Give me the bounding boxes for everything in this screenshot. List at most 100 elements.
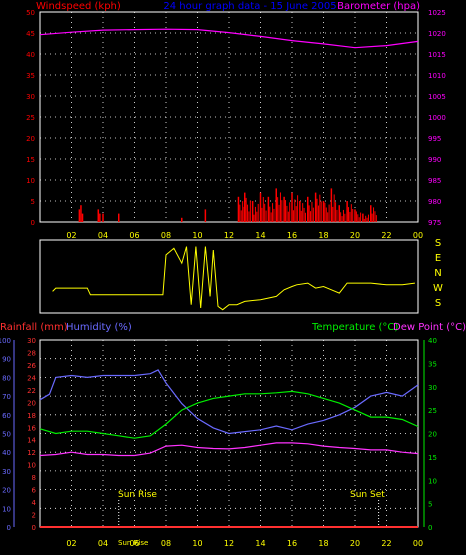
wind-tick-label: 15 [26, 156, 35, 164]
direction-tick-label: W [433, 283, 443, 294]
hour-tick-label: 20 [350, 231, 360, 240]
wind-tick-label: 40 [26, 51, 35, 59]
rainfall-tick-label: 6 [32, 487, 37, 495]
chart-marks: 0510152025303540455097598098599099510001… [0, 9, 446, 548]
barometer-tick-label: 990 [428, 156, 441, 164]
barometer-tick-label: 1020 [428, 30, 446, 38]
humidity-tick-label: 30 [2, 468, 11, 476]
rainfall-tick-label: 12 [27, 449, 36, 457]
humidity-tick-label: 40 [2, 449, 11, 457]
rainfall-tick-label: 22 [27, 387, 36, 395]
wind-tick-label: 5 [31, 198, 35, 206]
temperature-tick-label: 25 [428, 407, 437, 415]
hour-tick-label: 02 [66, 231, 76, 240]
wind-direction-frame [39, 239, 419, 314]
wind-tick-label: 0 [31, 219, 35, 227]
dewpoint-line [39, 442, 419, 457]
hour-tick-label: 22 [381, 539, 391, 548]
barometer-tick-label: 985 [428, 177, 441, 185]
rainfall-tick-label: 4 [32, 499, 37, 507]
barometer-tick-label: 1015 [428, 51, 446, 59]
direction-tick-label: S [435, 238, 441, 249]
hour-tick-label: 14 [255, 231, 265, 240]
humidity-tick-label: 70 [2, 393, 11, 401]
hour-tick-label: 16 [287, 539, 297, 548]
humidity-tick-label: 50 [2, 431, 11, 439]
hour-tick-label: 18 [318, 539, 328, 548]
humidity-tick-label: 100 [0, 337, 11, 345]
hour-tick-label: 18 [318, 231, 328, 240]
wind-direction-line [52, 246, 415, 311]
hour-tick-label: 10 [192, 231, 202, 240]
humidity-tick-label: 80 [2, 374, 11, 382]
temperature-tick-label: 5 [428, 501, 432, 509]
barometer-tick-label: 1010 [428, 72, 446, 80]
hour-tick-label: 20 [350, 539, 360, 548]
barometer-tick-label: 1000 [428, 114, 446, 122]
temperature-tick-label: 35 [428, 360, 437, 368]
wind-tick-label: 45 [26, 30, 35, 38]
humidity-axis-label: Humidity (%) [66, 322, 132, 333]
hour-tick-label: 00 [413, 539, 423, 548]
rainfall-axis-label: Rainfall (mm) [0, 322, 68, 333]
windspeed-axis-label: Windspeed (kph) [36, 1, 121, 12]
hour-tick-label: 22 [381, 231, 391, 240]
wind-tick-label: 10 [26, 177, 35, 185]
temperature-tick-label: 30 [428, 384, 437, 392]
wind-tick-label: 35 [26, 72, 35, 80]
temperature-tick-label: 10 [428, 477, 437, 485]
rainfall-tick-label: 8 [32, 474, 36, 482]
barometer-tick-label: 995 [428, 135, 441, 143]
rainfall-tick-label: 14 [27, 437, 36, 445]
hour-tick-label: 12 [224, 539, 234, 548]
humidity-tick-label: 90 [2, 356, 11, 364]
direction-tick-label: E [435, 253, 441, 264]
rainfall-tick-label: 26 [27, 362, 36, 370]
humidity-tick-label: 10 [2, 505, 11, 513]
temperature-tick-label: 0 [428, 524, 432, 532]
hour-tick-label: 06 [129, 539, 139, 548]
rainfall-tick-label: 30 [27, 337, 36, 345]
rainfall-tick-label: 16 [27, 424, 36, 432]
hour-tick-label: 14 [255, 539, 265, 548]
hour-tick-label: 10 [192, 539, 202, 548]
direction-tick-label: S [435, 298, 441, 309]
humidity-tick-label: 60 [2, 412, 11, 420]
temperature-axis-label: Temperature (°C) [311, 322, 398, 333]
rainfall-tick-label: 10 [27, 462, 36, 470]
rainfall-tick-label: 28 [27, 349, 36, 357]
temperature-tick-label: 15 [428, 454, 437, 462]
rainfall-tick-label: 2 [32, 512, 36, 520]
chart-title: 24 hour graph data - 15 June 2005 [163, 1, 336, 12]
rainfall-tick-label: 0 [32, 524, 36, 532]
rainfall-tick-label: 18 [27, 412, 36, 420]
hour-tick-label: 04 [98, 231, 108, 240]
temperature-tick-label: 40 [428, 337, 437, 345]
sunset-annotation: Sun Set [350, 490, 385, 500]
rainfall-tick-label: 24 [27, 374, 36, 382]
hour-tick-label: 12 [224, 231, 234, 240]
humidity-line [39, 369, 419, 435]
barometer-line [39, 28, 419, 49]
hour-tick-label: 04 [98, 539, 108, 548]
hour-tick-label: 08 [161, 231, 171, 240]
wind-tick-label: 20 [26, 135, 35, 143]
wind-tick-label: 50 [26, 9, 35, 17]
direction-tick-label: N [434, 268, 441, 279]
wind-tick-label: 30 [26, 93, 35, 101]
humidity-tick-label: 0 [7, 524, 11, 532]
dewpoint-axis-label: Dew Point (°C) [393, 322, 466, 333]
hour-tick-label: 08 [161, 539, 171, 548]
barometer-tick-label: 1005 [428, 93, 446, 101]
temperature-tick-label: 20 [428, 431, 437, 439]
barometer-tick-label: 1025 [428, 9, 446, 17]
hour-tick-label: 02 [66, 539, 76, 548]
hour-tick-label: 06 [129, 231, 139, 240]
barometer-axis-label: Barometer (hpa) [337, 1, 420, 12]
wind-tick-label: 25 [26, 114, 35, 122]
hour-tick-label: 00 [413, 231, 423, 240]
hour-tick-label: 16 [287, 231, 297, 240]
temperature-line [39, 390, 419, 439]
